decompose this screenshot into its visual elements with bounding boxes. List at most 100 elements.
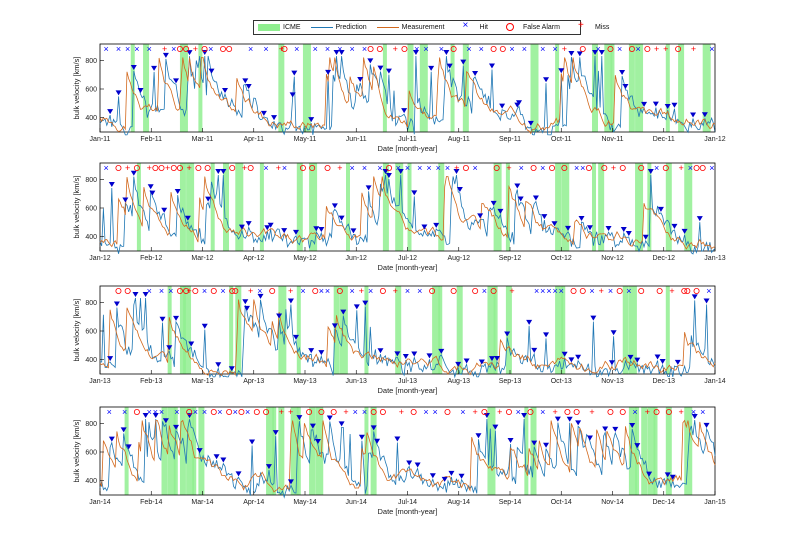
legend-item-measurement: Measurement: [373, 23, 445, 32]
hit-marker: ×: [202, 286, 207, 296]
icme-region: [628, 286, 637, 374]
hit-marker: ×: [325, 44, 330, 54]
hit-marker: ×: [159, 286, 164, 296]
legend-symbol-icon: [498, 23, 520, 32]
x-tick-label: Feb-14: [140, 499, 162, 506]
peak-marker: [370, 425, 377, 431]
x-tick-label: Apr-12: [243, 255, 264, 262]
false-alarm-marker: [653, 408, 660, 415]
x-tick-label: Jan-11: [90, 136, 111, 143]
peak-marker: [642, 234, 649, 240]
hit-marker: ×: [509, 44, 514, 54]
x-tick-label: Nov-13: [601, 378, 624, 385]
peak-marker: [622, 83, 629, 89]
peak-marker: [394, 351, 401, 357]
false-alarm-marker: [681, 287, 688, 294]
hit-marker: ×: [396, 163, 401, 173]
peak-marker: [113, 301, 120, 307]
hit-marker: ×: [362, 407, 367, 417]
hit-marker: ×: [436, 163, 441, 173]
miss-marker: +: [679, 163, 684, 173]
peak-marker: [331, 203, 338, 209]
peak-marker: [671, 102, 678, 108]
false-alarm-marker: [263, 408, 270, 415]
peak-marker: [385, 68, 392, 74]
peak-marker: [477, 213, 484, 219]
peak-marker: [130, 65, 137, 71]
peak-marker: [220, 169, 227, 175]
false-alarm-marker: [601, 164, 608, 171]
icme-region: [130, 44, 135, 132]
peak-marker: [308, 117, 315, 123]
legend-label: Measurement: [401, 24, 445, 31]
peak-marker: [228, 366, 235, 372]
peak-marker: [213, 454, 220, 460]
hit-marker: ×: [632, 407, 637, 417]
peak-marker: [188, 341, 195, 347]
x-tick-label: Aug-11: [448, 136, 470, 143]
x-tick-label: Mar-11: [192, 136, 214, 143]
peak-marker: [669, 474, 676, 480]
false-alarm-marker: [176, 46, 183, 53]
false-alarm-marker: [379, 287, 386, 294]
false-alarm-marker: [299, 164, 306, 171]
y-tick-label: 600: [85, 87, 97, 94]
false-alarm-marker: [638, 287, 645, 294]
false-alarm-marker: [462, 164, 469, 171]
false-alarm-marker: [269, 287, 276, 294]
false-alarm-marker: [693, 164, 700, 171]
false-alarm-marker: [561, 164, 568, 171]
false-alarm-marker: [229, 287, 236, 294]
peak-marker: [414, 462, 421, 468]
false-alarm-marker: [253, 408, 260, 415]
icme-region: [272, 407, 277, 495]
false-alarm-marker: [410, 408, 417, 415]
icme-region: [198, 44, 203, 132]
peak-marker: [137, 87, 144, 93]
false-alarm-marker: [619, 408, 626, 415]
peak-marker: [289, 92, 296, 98]
miss-marker: +: [393, 286, 398, 296]
peak-marker: [309, 423, 316, 429]
peak-marker: [541, 214, 548, 220]
hit-marker: ×: [574, 163, 579, 173]
miss-marker: +: [147, 163, 152, 173]
legend-label: False Alarm: [523, 24, 560, 31]
hit-marker: ×: [559, 286, 564, 296]
false-alarm-marker: [183, 46, 190, 53]
peak-marker: [162, 52, 169, 58]
y-axis-label: bulk velocity [km/s]: [72, 420, 81, 483]
miss-marker: +: [248, 286, 253, 296]
peak-marker: [249, 439, 256, 445]
peak-marker: [313, 226, 320, 232]
peak-marker: [625, 231, 632, 237]
peak-marker: [610, 330, 617, 336]
peak-marker: [292, 229, 299, 235]
icme-region: [183, 286, 192, 374]
peak-marker: [438, 348, 445, 354]
peak-marker: [514, 183, 521, 189]
peak-marker: [242, 78, 249, 84]
peak-marker: [326, 415, 333, 421]
icme-region: [198, 407, 205, 495]
x-tick-label: Jun-14: [346, 499, 368, 506]
peak-marker: [338, 50, 345, 56]
peak-marker: [147, 184, 154, 190]
false-alarm-marker: [499, 46, 506, 53]
false-alarm-marker: [656, 287, 663, 294]
miss-marker: +: [337, 163, 342, 173]
false-alarm-marker: [684, 287, 691, 294]
peak-marker: [149, 190, 156, 196]
false-alarm-marker: [570, 287, 577, 294]
miss-marker: +: [165, 163, 170, 173]
peak-marker: [460, 59, 467, 65]
icme-region: [555, 163, 562, 251]
peak-marker: [446, 63, 453, 69]
peak-marker: [428, 65, 435, 71]
icme-region: [302, 44, 311, 132]
x-tick-label: Jul-13: [398, 378, 417, 385]
icme-region: [167, 286, 172, 374]
y-tick-label: 800: [85, 421, 97, 428]
x-tick-label: Jul-12: [398, 255, 417, 262]
false-alarm-marker: [192, 287, 199, 294]
